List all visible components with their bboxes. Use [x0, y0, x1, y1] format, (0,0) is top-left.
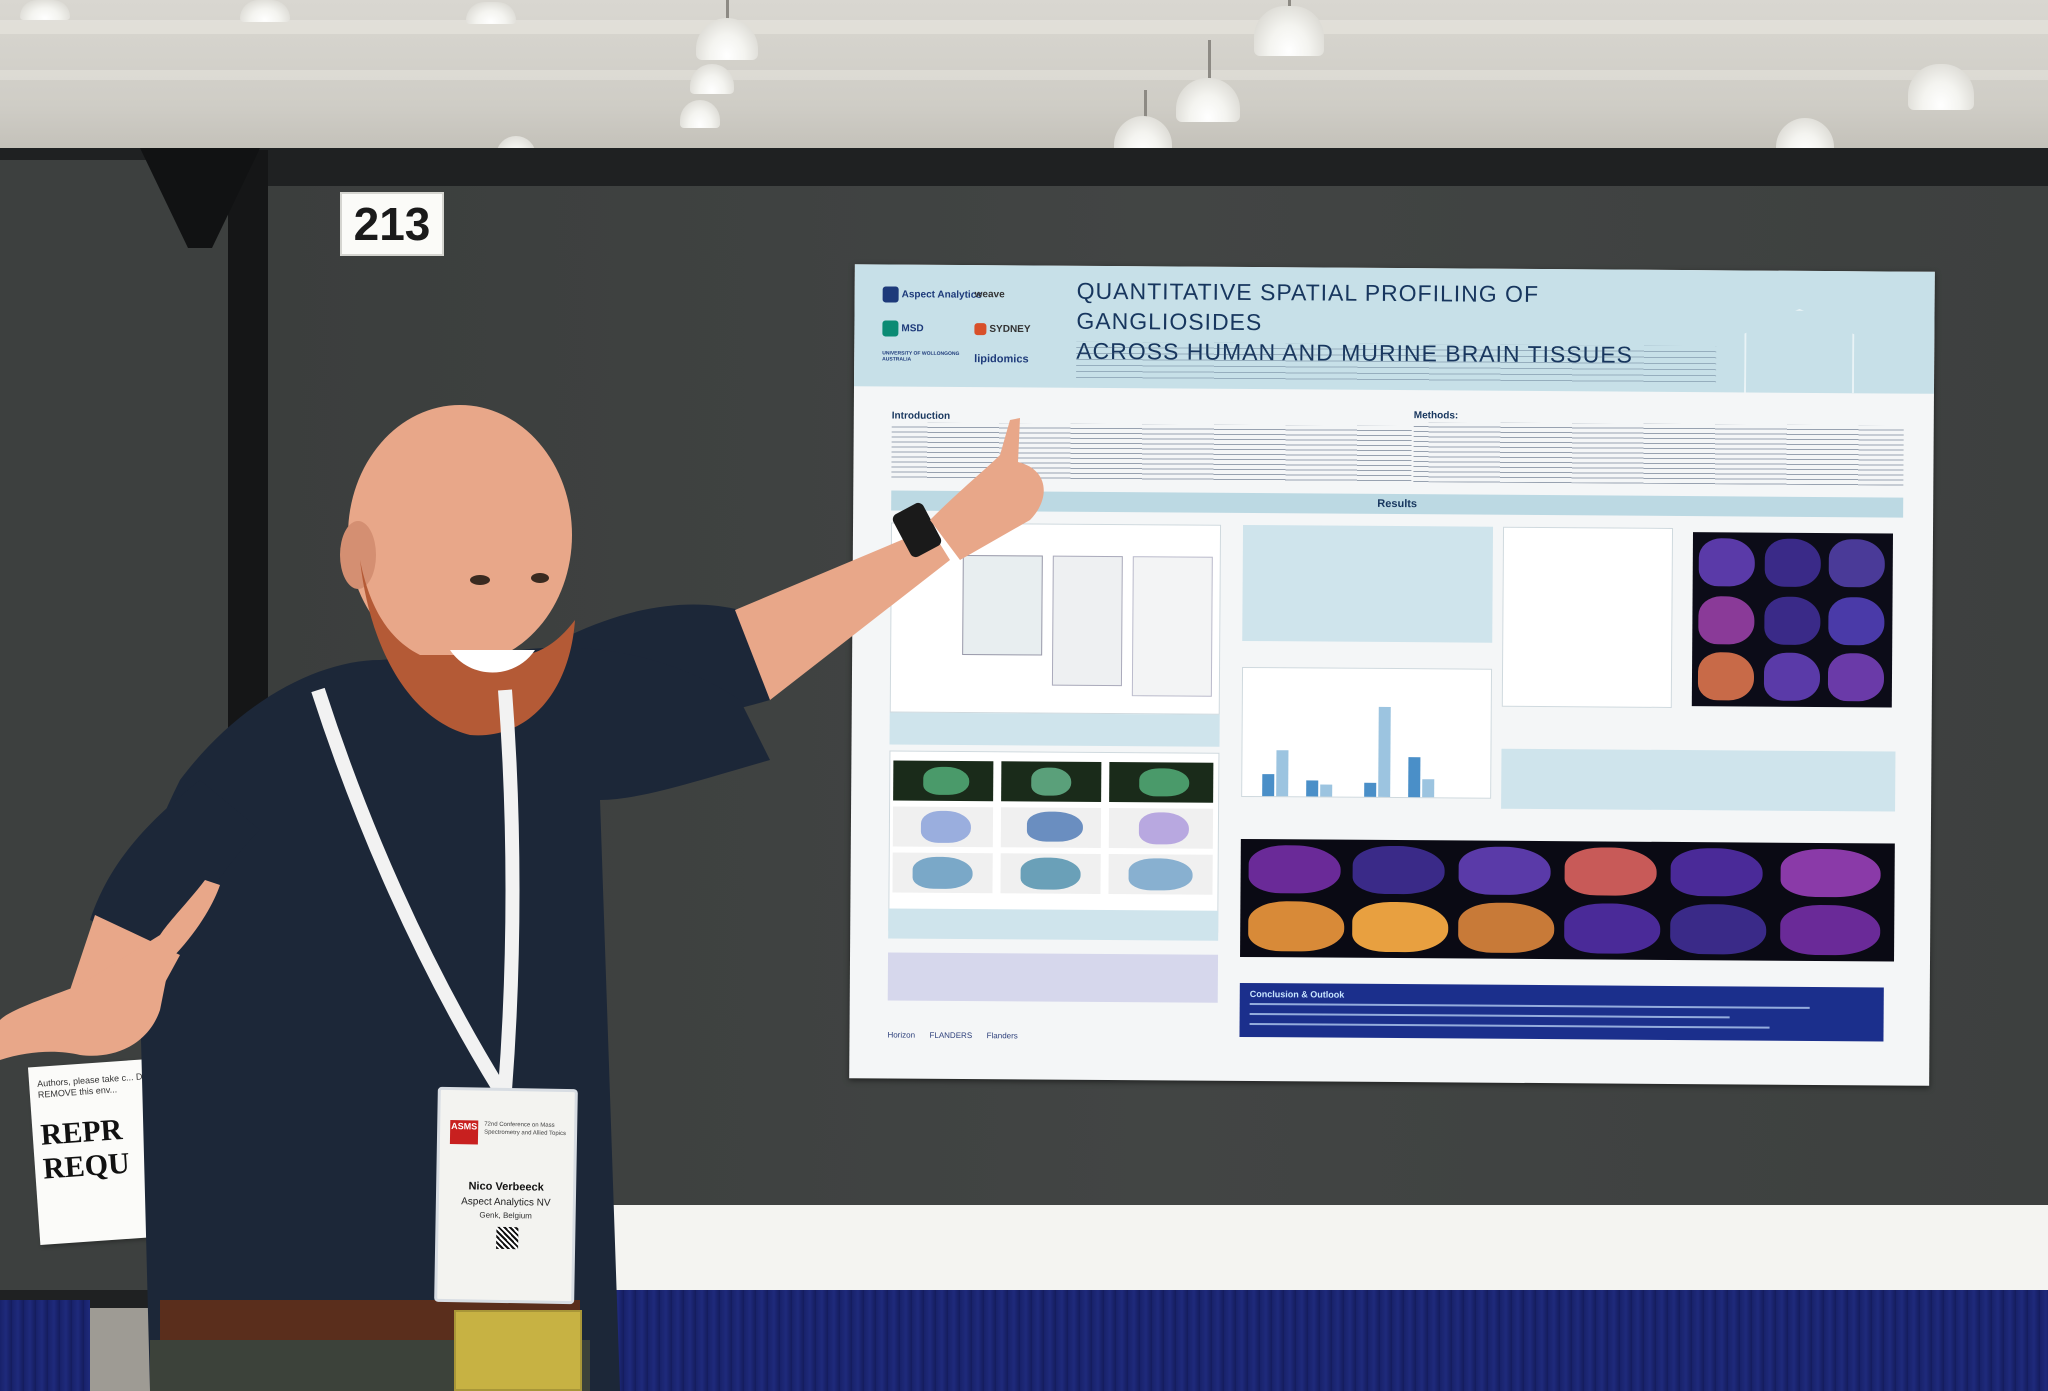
badge-conference: 72nd Conference on Mass Spectrometry and… — [484, 1121, 567, 1138]
workflow-diagram — [962, 555, 1043, 656]
volcano-plot-panel — [1501, 526, 1674, 708]
intro-text — [891, 422, 1412, 483]
methods-text — [1413, 422, 1904, 486]
badge-location: Genk, Belgium — [479, 1210, 532, 1221]
ceiling-lamp — [20, 0, 70, 20]
conclusion-box: Conclusion & Outlook — [1239, 982, 1884, 1042]
poster-decoration — [1744, 308, 1855, 393]
table-skirt — [600, 1290, 2048, 1391]
figure-caption — [888, 908, 1219, 941]
figure-1-caption — [889, 712, 1220, 747]
funder-horizon: Horizon — [887, 1030, 916, 1040]
histology-image — [1108, 854, 1213, 895]
scientific-poster: Aspect Analytics weave MSD SYDNEY UNIVER… — [849, 264, 1935, 1086]
badge-qr-code — [496, 1226, 519, 1250]
poster-authors — [1076, 341, 1717, 387]
ceiling-lamp — [1254, 6, 1324, 56]
logo-msd: MSD — [882, 320, 924, 337]
board-divider-post — [228, 150, 268, 1290]
booth-number-tag: 213 — [340, 192, 444, 256]
poster-logos: Aspect Analytics weave MSD SYDNEY UNIVER… — [882, 286, 1053, 377]
acknowledgements-box — [887, 952, 1219, 1003]
funder-flanders: Flanders — [986, 1031, 1018, 1041]
ceiling-lamp — [680, 100, 720, 128]
figure-4-caption — [1501, 748, 1896, 812]
poster-header: Aspect Analytics weave MSD SYDNEY UNIVER… — [854, 264, 1935, 394]
quantification-diagram — [1131, 556, 1213, 697]
name-badge: ASMS 72nd Conference on Mass Spectrometr… — [434, 1086, 578, 1305]
figure-2-text — [1242, 524, 1494, 643]
logo-lipidomics: lipidomics — [974, 353, 1029, 366]
logo-aspect-analytics: Aspect Analytics — [882, 286, 982, 303]
badge-ribbon — [454, 1310, 582, 1391]
ceiling-beam — [0, 70, 2048, 80]
histology-image — [892, 806, 994, 848]
ceiling-lamp — [466, 2, 516, 24]
ceiling-lamp — [690, 64, 734, 94]
ceiling-lamp — [696, 18, 758, 60]
badge-logo: ASMS — [449, 1120, 479, 1145]
instrument-diagram — [1051, 555, 1123, 687]
ceiling-beam — [0, 20, 2048, 34]
methods-heading: Methods: — [1413, 410, 1459, 422]
results-bar: Results — [891, 490, 1904, 518]
ceiling-lamp — [240, 0, 290, 22]
histology-image — [1108, 808, 1214, 849]
reprint-request-envelope: Authors, please take c... DO NOT REMOVE … — [27, 1056, 191, 1246]
hall-ceiling — [0, 0, 2048, 175]
histology-image — [893, 760, 994, 802]
funder-flanders-investment: FLANDERS — [929, 1030, 973, 1041]
conclusion-heading: Conclusion & Outlook — [1249, 989, 1345, 1000]
histology-image — [1109, 762, 1214, 803]
logo-weave: weave — [974, 289, 1005, 301]
logo-wollongong: UNIVERSITY OF WOLLONGONG AUSTRALIA — [882, 350, 960, 363]
histology-image — [1000, 853, 1101, 894]
table-skirt-left — [0, 1300, 90, 1391]
badge-organization: Aspect Analytics NV — [461, 1196, 551, 1209]
msi-image-grid — [1691, 532, 1894, 708]
ceiling-lamp — [1908, 64, 1974, 110]
reprint-small-text: Authors, please take c... DO NOT REMOVE … — [36, 1069, 172, 1100]
logo-sydney: SYDNEY — [974, 323, 1031, 336]
histology-image — [1000, 807, 1102, 848]
intro-heading: Introduction — [891, 410, 951, 422]
ceiling-lamp — [1176, 78, 1240, 122]
histology-image — [1001, 761, 1102, 802]
funder-logos: Horizon FLANDERS Flanders — [887, 1024, 1227, 1056]
msi-image-strip — [1240, 838, 1895, 962]
poster-title-line-1: QUANTITATIVE SPATIAL PROFILING OF GANGLI… — [1076, 277, 1540, 336]
histology-image — [892, 852, 993, 894]
bar-chart-panel — [1241, 666, 1493, 799]
badge-name: Nico Verbeeck — [468, 1180, 544, 1194]
results-heading: Results — [1377, 497, 1418, 511]
